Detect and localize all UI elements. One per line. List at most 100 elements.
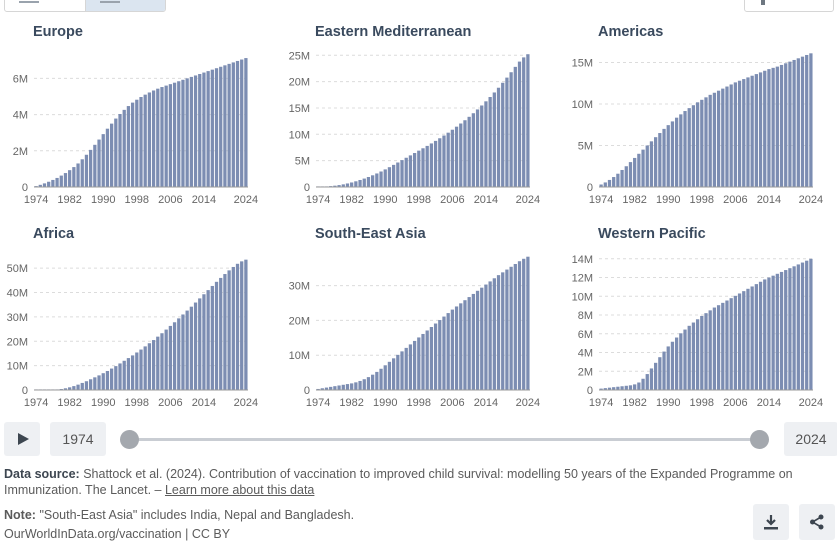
timeline-track[interactable]	[130, 438, 760, 441]
table-tab[interactable]	[5, 0, 85, 11]
x-tick-label: 2006	[723, 397, 747, 409]
y-tick-label: 0	[304, 385, 310, 397]
bar	[641, 378, 645, 390]
bar	[484, 284, 488, 390]
bar	[244, 58, 248, 188]
bar	[324, 387, 329, 390]
bar	[63, 173, 68, 187]
bar	[63, 388, 68, 390]
bar	[97, 139, 101, 187]
x-tick-label: 1974	[24, 194, 48, 206]
bar	[475, 109, 480, 187]
learn-more-link[interactable]: Learn more about this data	[164, 483, 315, 497]
bar	[80, 382, 84, 390]
x-tick-label: 1982	[57, 194, 81, 206]
bar	[742, 79, 746, 187]
x-tick-label: 1998	[125, 194, 149, 206]
bar	[341, 184, 345, 187]
bar	[76, 384, 80, 390]
bar	[227, 63, 231, 187]
bar	[375, 173, 379, 187]
bar	[599, 388, 603, 390]
bar	[168, 84, 173, 187]
bar	[198, 298, 202, 390]
x-tick-label: 1998	[690, 397, 714, 409]
x-tick-label: 2006	[158, 397, 182, 409]
settings-button[interactable]	[744, 0, 834, 12]
bar	[371, 175, 375, 187]
bar	[135, 99, 139, 187]
bar	[649, 368, 654, 390]
bar	[628, 385, 633, 390]
share-button[interactable]	[799, 504, 835, 540]
bar	[746, 288, 750, 390]
bar	[509, 72, 513, 187]
bar	[492, 278, 496, 390]
bar	[492, 92, 496, 187]
x-tick-label: 2014	[474, 397, 498, 409]
note-label: Note:	[4, 508, 36, 522]
bar	[754, 284, 758, 390]
bar	[231, 266, 235, 390]
bar	[779, 64, 784, 187]
credit-link[interactable]: OurWorldInData.org/vaccination | CC BY	[4, 527, 231, 541]
bar	[442, 135, 446, 187]
data-source-text: Data source: Shattock et al. (2024). Con…	[4, 466, 804, 498]
bar	[130, 102, 135, 187]
x-tick-label: 1974	[589, 194, 613, 206]
bar	[231, 62, 235, 188]
y-tick-label: 14M	[572, 254, 593, 266]
chart-tab[interactable]	[85, 0, 165, 11]
bar	[223, 65, 227, 187]
x-tick-label: 1982	[622, 194, 646, 206]
bar	[429, 327, 434, 390]
bar	[337, 185, 341, 187]
bar	[809, 258, 813, 390]
bar	[599, 184, 603, 187]
bar	[362, 178, 366, 187]
x-tick-label: 2024	[516, 194, 540, 206]
x-tick-label: 1998	[407, 397, 431, 409]
play-button[interactable]	[4, 422, 40, 456]
bar	[637, 153, 641, 187]
bar	[467, 297, 471, 390]
note-text: "South-East Asia" includes India, Nepal …	[39, 508, 355, 522]
download-button[interactable]	[753, 504, 789, 540]
y-tick-label: 2M	[13, 146, 28, 158]
y-tick-label: 50M	[7, 263, 28, 275]
settings-icon	[761, 0, 765, 5]
end-year-label[interactable]: 2024	[784, 422, 837, 456]
bar	[122, 360, 126, 390]
chart-panel-6: Western Pacific 0 2M 4M 6M 8M 10M 12M 14M 1974 198…	[572, 226, 824, 409]
table-tab-icon	[19, 1, 39, 3]
bar	[654, 137, 658, 187]
y-tick-label: 10M	[289, 129, 310, 141]
bar	[408, 155, 413, 187]
bar	[683, 329, 687, 390]
bar	[341, 384, 345, 390]
bar	[459, 123, 463, 187]
bar	[463, 120, 467, 187]
bar	[674, 337, 679, 390]
x-tick-label: 1998	[407, 194, 431, 206]
bar	[404, 347, 408, 390]
bar	[637, 382, 641, 390]
bar	[471, 113, 475, 187]
bar	[480, 287, 484, 390]
bar	[700, 315, 704, 390]
bar	[164, 85, 168, 187]
timeline-end-handle[interactable]	[750, 430, 769, 449]
start-year-label[interactable]: 1974	[50, 422, 106, 456]
bar	[358, 380, 362, 390]
bar	[400, 351, 404, 390]
bar	[143, 346, 147, 390]
y-tick-label: 40M	[7, 288, 28, 300]
timeline-start-handle[interactable]	[120, 430, 139, 449]
bar	[80, 159, 84, 187]
top-controls	[0, 0, 837, 14]
bar	[438, 320, 442, 390]
bar	[72, 386, 76, 390]
x-tick-label: 1990	[373, 397, 397, 409]
bar	[109, 123, 114, 187]
bar	[695, 102, 700, 187]
